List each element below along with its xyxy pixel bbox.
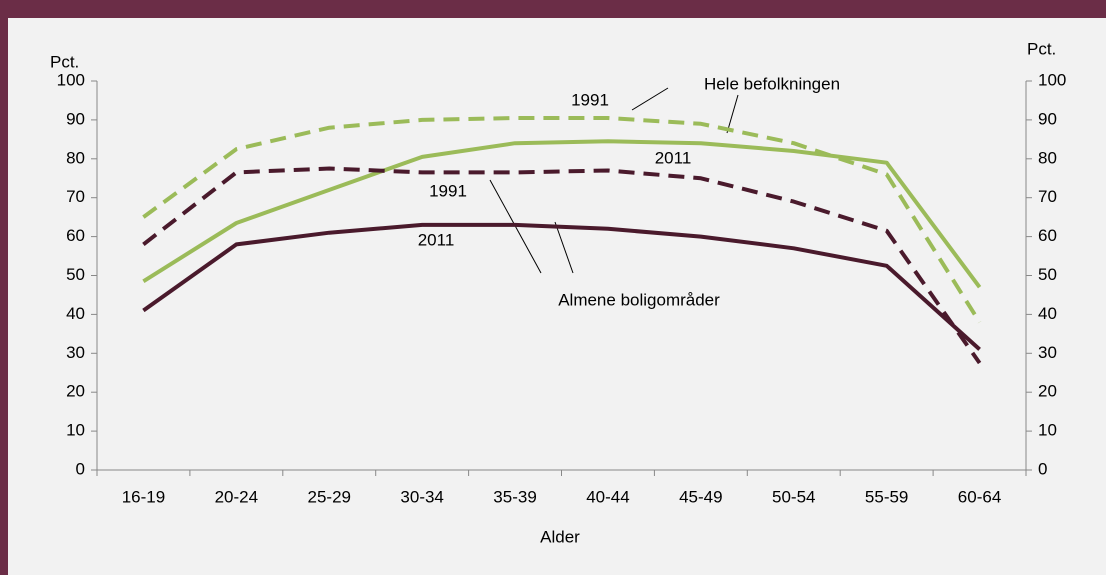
x-tick-label: 45-49 [679,487,722,506]
y2-tick-label: 60 [1038,226,1057,245]
y-tick-label: 90 [66,109,85,128]
x-tick-label: 55-59 [865,487,908,506]
x-tick-label: 35-39 [493,487,536,506]
x-tick-label: 30-34 [400,487,443,506]
series-line [142,166,982,365]
leader-line [726,94,739,134]
y2-tick-label: 100 [1038,70,1066,89]
y-tick-label: 0 [76,459,85,478]
y2-tick-label: 0 [1038,459,1047,478]
y-tick-label: 60 [66,226,85,245]
y-tick-label: 30 [66,343,85,362]
annotation: 2011 [418,230,455,249]
y2-axis-label: Pct. [1027,39,1056,58]
y2-tick-label: 70 [1038,187,1057,206]
y-axis-label: Pct. [50,52,79,71]
y2-tick-label: 30 [1038,343,1057,362]
y2-tick-label: 20 [1038,382,1057,401]
y2-tick-label: 40 [1038,304,1057,323]
y-tick-label: 50 [66,265,85,284]
x-tick-label: 50-54 [772,487,815,506]
annotation: Hele befolkningen [704,74,840,93]
y-tick-label: 40 [66,304,85,323]
annotation: Almene boligområder [558,290,720,309]
x-tick-label: 60-64 [958,487,1001,506]
annotation: 2011 [655,148,692,167]
x-tick-label: 25-29 [308,487,351,506]
y-tick-label: 70 [66,187,85,206]
leader-line [554,221,574,274]
series-line [142,222,981,351]
y-tick-label: 10 [66,421,85,440]
x-axis-label: Alder [540,527,580,546]
y2-tick-label: 80 [1038,148,1057,167]
x-tick-label: 20-24 [215,487,258,506]
chart-background [8,18,1106,575]
annotation: 1991 [571,90,609,109]
x-tick-label: 16-19 [122,487,165,506]
annotation: 1991 [429,181,467,200]
y-tick-label: 80 [66,148,85,167]
y2-tick-label: 90 [1038,109,1057,128]
y-tick-label: 100 [57,70,85,89]
x-tick-label: 40-44 [586,487,629,506]
y2-tick-label: 50 [1038,265,1057,284]
y-tick-label: 20 [66,382,85,401]
leader-line [631,87,669,111]
y2-tick-label: 10 [1038,421,1057,440]
series-line [142,139,982,289]
